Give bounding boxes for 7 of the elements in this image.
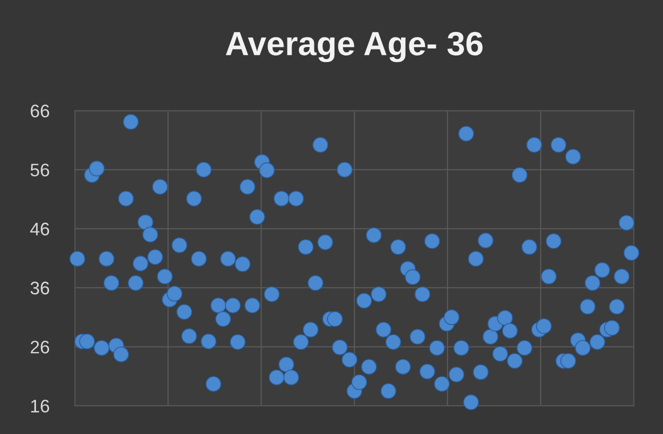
y-tick-label: 56	[30, 164, 50, 176]
chart-title: Average Age- 36	[226, 32, 483, 62]
y-tick-label: 26	[30, 340, 50, 354]
y-tick-label: 16	[31, 400, 50, 413]
y-tick-label: 66	[30, 104, 50, 118]
y-tick-label: 36	[30, 282, 50, 294]
y-tick-label: 46	[30, 222, 50, 236]
